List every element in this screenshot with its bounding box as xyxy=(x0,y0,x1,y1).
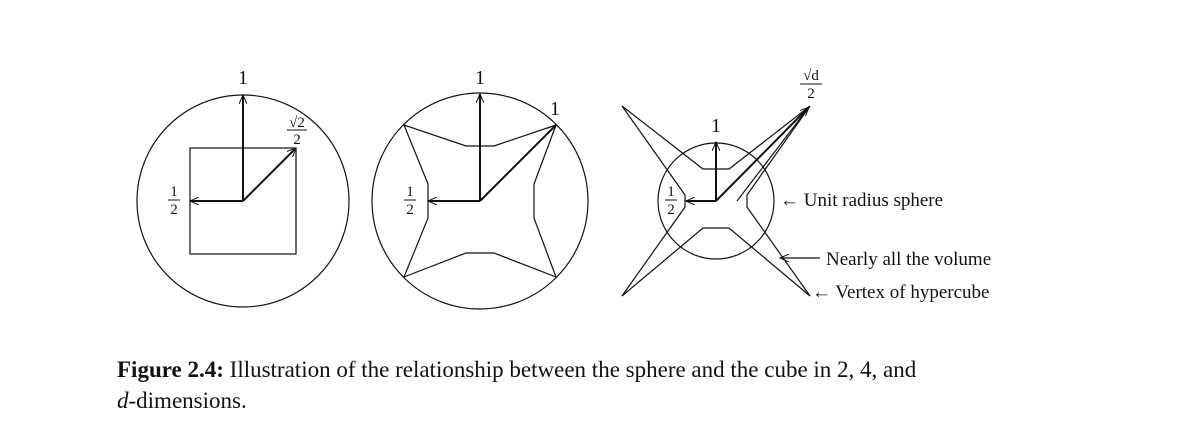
figure-caption: Figure 2.4: Illustration of the relation… xyxy=(117,354,1077,416)
annotation-unit-sphere: ← Unit radius sphere xyxy=(780,190,943,211)
sphere-cube-diagram: 1 √2 2 1 2 1 1 1 2 1 √d 2 1 2 ← Unit xyxy=(136,67,991,310)
annotation-nearly-all-volume: Nearly all the volume xyxy=(826,249,991,270)
star-cube-4d xyxy=(402,124,558,279)
panel-2d: 1 √2 2 1 2 xyxy=(136,67,350,308)
vertex-arrow-nd-2 xyxy=(736,106,810,202)
label-half-numerator-nd: 1 xyxy=(667,184,675,200)
diagonal-arrow-4d xyxy=(479,125,556,202)
annotation-vertex-hypercube: ← Vertex of hypercube xyxy=(812,282,989,303)
hypercube-star-nd xyxy=(621,105,811,297)
label-half-denominator-nd: 2 xyxy=(667,202,675,218)
label-half-denominator-4d: 2 xyxy=(406,202,414,218)
label-one-top-4d: 1 xyxy=(475,67,485,89)
label-sqrtd-numerator: √d xyxy=(803,68,819,84)
label-half-denominator-2d: 2 xyxy=(170,202,178,218)
label-half-numerator-2d: 1 xyxy=(170,184,178,200)
panel-4d: 1 1 1 2 xyxy=(371,67,589,310)
panel-nd: 1 √d 2 1 2 ← Unit radius sphere Nearly a… xyxy=(621,68,991,303)
label-one-nd: 1 xyxy=(711,115,721,137)
vertex-arrow-nd xyxy=(715,107,809,202)
caption-text-line1: Illustration of the relationship between… xyxy=(229,357,917,382)
label-one-diag-4d: 1 xyxy=(550,98,560,120)
label-sqrtd-denominator: 2 xyxy=(807,86,815,102)
caption-figure-number: Figure 2.4: xyxy=(117,357,224,382)
caption-italic-d: d xyxy=(117,388,129,413)
caption-text-line2: -dimensions. xyxy=(128,388,247,413)
label-sqrt2-numerator: √2 xyxy=(289,115,305,131)
label-sqrt2-denominator: 2 xyxy=(293,132,301,148)
diagonal-arrow-2d xyxy=(242,148,296,202)
label-one-2d: 1 xyxy=(238,67,248,89)
label-half-numerator-4d: 1 xyxy=(406,184,414,200)
